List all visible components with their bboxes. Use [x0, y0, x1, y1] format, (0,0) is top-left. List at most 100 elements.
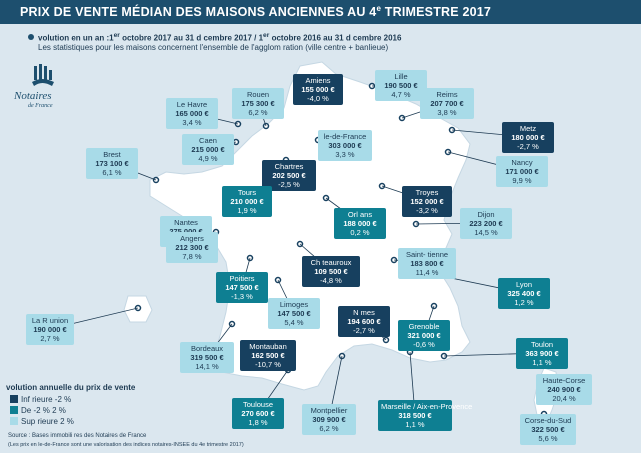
- city-label: N mes 194 600 € -2,7 %: [338, 306, 390, 337]
- logo-name: Notaires: [14, 90, 52, 102]
- city-name: Toulouse: [242, 400, 274, 409]
- city-label: Metz 180 000 € -2,7 %: [502, 122, 554, 153]
- city-name: Toulon: [530, 340, 554, 349]
- city-price: 171 000 €: [505, 167, 539, 176]
- city-label: le-de-France 303 000 €3,3 %: [318, 130, 372, 161]
- city-name: Grenoble: [408, 322, 440, 331]
- france-mainland-shape: [149, 61, 471, 391]
- city-name: Reims: [436, 90, 458, 99]
- subtitle-note: Les statistiques pour les maisons concer…: [38, 43, 389, 52]
- legend-swatch: [10, 406, 18, 414]
- city-price: 215 000 €: [191, 145, 225, 154]
- city-variation: 1,9 %: [237, 206, 257, 215]
- city-price: 275 000 €: [163, 227, 209, 236]
- city-label: Corse-du-Sud 322 500 €5,6 %: [520, 414, 576, 445]
- city-price: 183 800 €: [410, 259, 444, 268]
- city-variation: 6,2 %: [319, 424, 339, 433]
- city-price: 190 000 €: [33, 325, 67, 334]
- city-price: 202 500 €: [272, 171, 306, 180]
- city-variation: 1,1 %: [532, 358, 552, 367]
- city-name: Amiens: [305, 76, 331, 85]
- city-name: Dijon: [477, 210, 495, 219]
- city-variation: -3,2 %: [416, 206, 438, 215]
- notaires-logo-icon: [32, 64, 54, 86]
- city-label: Angers 212 300 €7,8 %: [166, 232, 218, 263]
- city-name: Corse-du-Sud: [524, 416, 572, 425]
- city-price: 173 100 €: [95, 159, 129, 168]
- city-label: Grenoble 321 000 € -0,6 %: [398, 320, 450, 351]
- city-label: Lille 190 500 €4,7 %: [375, 70, 427, 101]
- city-name: Angers: [180, 234, 204, 243]
- city-price: 210 000 €: [230, 197, 264, 206]
- city-name: Troyes: [415, 188, 439, 197]
- city-name: Nantes: [174, 218, 198, 227]
- city-name: Lyon: [516, 280, 532, 289]
- page-title: PRIX DE VENTE MÉDIAN DES MAISONS ANCIENN…: [20, 4, 492, 20]
- city-label: Rouen 175 300 €6,2 %: [232, 88, 284, 119]
- city-price: 363 900 €: [525, 349, 559, 358]
- city-name: le-de-France: [323, 132, 367, 141]
- city-label: Montpellier 309 900 €6,2 %: [302, 404, 356, 435]
- source-line: Source : Bases immobili res des Notaires…: [8, 433, 147, 439]
- logo-sub: de France: [28, 103, 53, 109]
- city-variation: 3,8 %: [437, 108, 457, 117]
- city-name: N mes: [353, 308, 375, 317]
- city-price: 223 200 €: [469, 219, 503, 228]
- city-variation: 4,9 %: [198, 154, 218, 163]
- city-price: 321 000 €: [407, 331, 441, 340]
- city-name: Rouen: [246, 90, 270, 99]
- city-label: Haute-Corse 240 900 €20,4 %: [536, 374, 592, 405]
- city-variation: 6,2 %: [248, 108, 268, 117]
- city-label: Marseille / Aix-en-Provence 318 500 €1,1 …: [378, 400, 472, 431]
- city-name: Limoges: [279, 300, 309, 309]
- city-name: La R union: [31, 316, 69, 325]
- city-variation: 11,4 %: [415, 268, 439, 277]
- city-price: 319 500 €: [190, 353, 224, 362]
- city-variation: -10,7 %: [255, 360, 281, 369]
- city-price: 147 500 €: [225, 283, 259, 292]
- city-price: 303 000 €: [328, 141, 362, 150]
- city-name: Montpellier: [310, 406, 348, 415]
- city-variation: 20,4 %: [552, 394, 576, 403]
- city-variation: 1,2 %: [514, 298, 534, 307]
- city-label: Caen 215 000 €4,9 %: [182, 134, 234, 165]
- city-price: 162 500 €: [251, 351, 285, 360]
- city-name: Orl ans: [347, 210, 373, 219]
- city-price: 190 500 €: [384, 81, 418, 90]
- city-variation: 7,8 %: [182, 252, 202, 261]
- city-variation: -4,0 %: [307, 94, 329, 103]
- city-label: Dijon 223 200 €14,5 %: [460, 208, 512, 239]
- legend-item-mid: De -2 % 2 %: [10, 406, 66, 415]
- city-price: 152 000 €: [410, 197, 444, 206]
- city-label: Ch teauroux 109 500 € -4,8 %: [302, 256, 360, 287]
- city-price: 270 600 €: [241, 409, 275, 418]
- city-label: Saint- tienne 183 800 €11,4 %: [398, 248, 456, 279]
- city-variation: -2,7 %: [353, 326, 375, 335]
- city-label: Poitiers 147 500 € -1,3 %: [216, 272, 268, 303]
- city-label: Nancy 171 000 €9,9 %: [496, 156, 548, 187]
- city-label: Orl ans 188 000 €0,2 %: [334, 208, 386, 239]
- city-name: Metz: [519, 124, 537, 133]
- city-variation: 3,3 %: [335, 150, 355, 159]
- city-name: Chartres: [274, 162, 304, 171]
- city-label: La R union 190 000 €2,7 %: [26, 314, 74, 345]
- city-variation: -0,6 %: [413, 340, 435, 349]
- city-variation: 4,7 %: [391, 90, 411, 99]
- city-name: Haute-Corse: [542, 376, 586, 385]
- city-name: Brest: [103, 150, 121, 159]
- city-name: Le Havre: [176, 100, 208, 109]
- city-price: 207 700 €: [430, 99, 464, 108]
- city-price: 188 000 €: [343, 219, 377, 228]
- city-variation: -4,8 %: [320, 276, 342, 285]
- city-label: Brest 173 100 €6,1 %: [86, 148, 138, 179]
- city-label: Montauban 162 500 € -10,7 %: [240, 340, 296, 371]
- city-price: 194 600 €: [347, 317, 381, 326]
- city-price: 155 000 €: [301, 85, 335, 94]
- legend-swatch: [10, 395, 18, 403]
- city-variation: 1,1 %: [405, 420, 425, 429]
- city-variation: 14,5 %: [474, 228, 498, 237]
- city-variation: -1,3 %: [231, 292, 253, 301]
- city-variation: 5,4 %: [284, 318, 304, 327]
- city-name: Lille: [394, 72, 408, 81]
- city-price: 309 900 €: [312, 415, 346, 424]
